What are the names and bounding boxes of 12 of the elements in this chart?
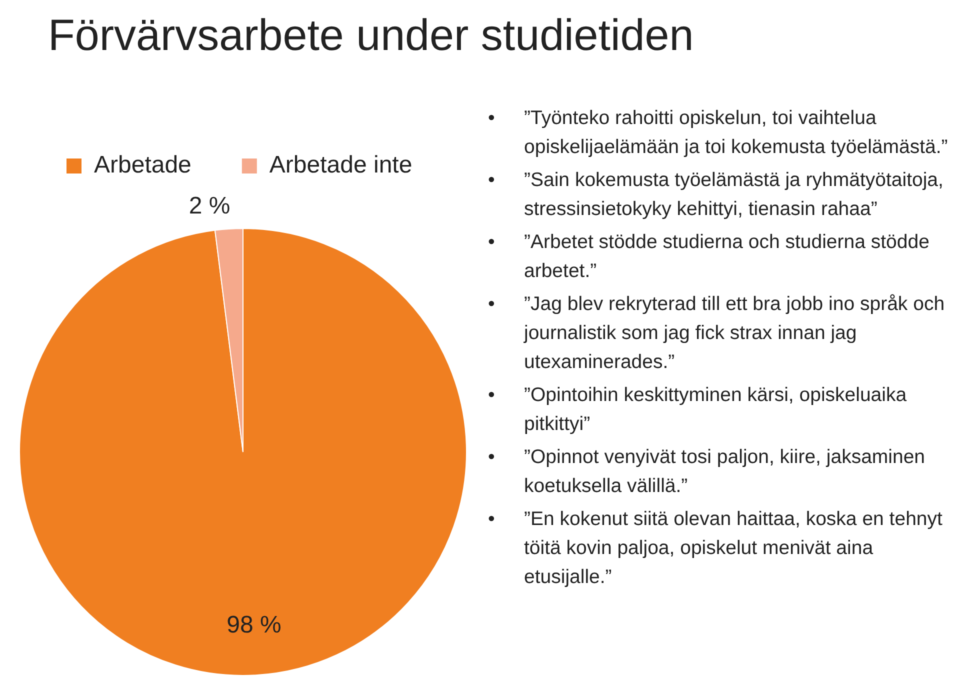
text: • ”Arbetet stödde studierna och studierna stödde arbetet.” — [488, 231, 930, 282]
text: • ”Opintoihin keskittyminen kärsi, opiskeluaika pitkittyi” — [488, 384, 907, 435]
text: • ”Työnteko rahoitti opiskelun, toi vaihtelua opiskelijaelämään ja toi kokemusta työelämästä.” — [488, 107, 948, 158]
text: • ”Sain kokemusta työelämästä ja ryhmätyötaitoja, stressinsietokyky kehittyi, tienasin rahaa” — [488, 169, 944, 220]
text: • ”En kokenut siitä olevan haittaa, koska en tehnyt töitä kovin paljoa, opiskelut menivät aina etusijalle.” — [488, 508, 942, 588]
data-label: 98 % — [226, 612, 282, 639]
chart-title: Förvärvsarbete under studietiden — [48, 10, 695, 62]
text: • ”Jag blev rekryterad till ett bra jobb ino språk och journalistik som jag fick strax innan jag utexaminerades.” — [488, 293, 945, 373]
text: • ”Opinnot venyivät tosi paljon, kiire, jaksaminen koetuksella välillä.” — [488, 446, 926, 497]
data-label: 2 % — [188, 192, 230, 220]
legend-label: Arbetade — [94, 152, 192, 179]
legend-label: Arbetade inte — [269, 152, 412, 179]
